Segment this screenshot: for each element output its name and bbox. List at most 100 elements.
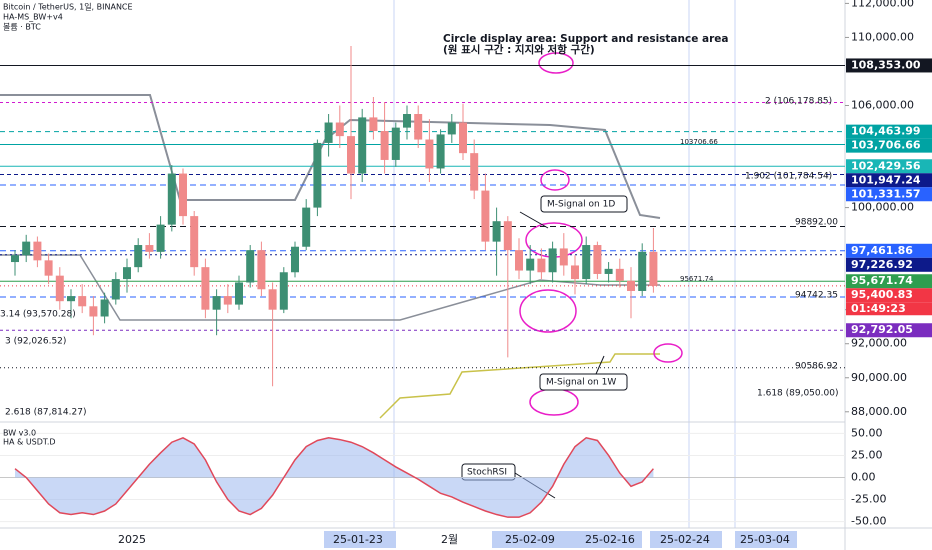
candle-body [503, 221, 512, 251]
annotation: 103706.66 [680, 138, 718, 146]
osc-title: BW v3.0 [3, 429, 36, 438]
y-tick-label: -25.00 [851, 493, 886, 506]
candle-body [156, 224, 165, 252]
price-box [846, 302, 932, 316]
candle-body [335, 122, 344, 137]
price-label: 104,463.99 [851, 125, 921, 138]
candle-body [302, 207, 311, 247]
candle-body [649, 251, 658, 286]
price-box [846, 288, 932, 303]
price-label: 101,331.57 [851, 187, 921, 200]
price-label: 108,353.00 [851, 58, 921, 71]
annotation: (원 표시 구간 : 지지와 저항 구간) [443, 43, 595, 56]
candle-body [548, 248, 557, 273]
price-label: 102,429.56 [851, 159, 921, 172]
candle-body [134, 245, 143, 268]
candle-body [358, 117, 367, 174]
price-box [846, 323, 932, 338]
x-label: 25-01-23 [333, 533, 383, 546]
price-box [846, 173, 932, 188]
candle-body [380, 131, 389, 160]
price-label: 97,226.92 [851, 258, 913, 271]
candle-body [167, 173, 176, 225]
texts: Bitcoin / TetherUS, 1일, BINANCE HA-MS_BW… [0, 3, 838, 547]
annotation: 94742.35 [795, 291, 838, 301]
candle-body [313, 142, 322, 208]
date-highlight [650, 531, 722, 548]
candle-body [212, 296, 221, 310]
price-box [846, 58, 932, 73]
y-tick-label: -50.00 [851, 515, 886, 528]
callout-box [540, 195, 628, 213]
candle-body [425, 139, 434, 169]
price-label: 92,792.05 [851, 323, 913, 336]
annotation: 1.902 (101,784.54) [745, 172, 832, 182]
osc-subtitle: HA & USDT.D [3, 438, 56, 447]
x-label: 25-02-09 [505, 533, 555, 546]
price-label: 103,706.66 [851, 139, 921, 152]
y-tick-label: 112,000.00 [851, 0, 914, 9]
candle-body [33, 241, 42, 261]
x-label: 25-02-16 [585, 533, 635, 546]
annotation: 95671.74 [680, 275, 714, 283]
candle-body [559, 248, 568, 266]
candle-body [391, 127, 400, 160]
circle [540, 169, 570, 191]
annotation: 3 (92,026.52) [5, 337, 66, 347]
candle-body [515, 250, 523, 271]
x-label: 2025 [118, 533, 146, 546]
candle-body [89, 306, 98, 317]
candle-body [526, 258, 535, 271]
candle-body [55, 275, 64, 302]
volume-label: 볼륨 · BTC [3, 22, 41, 32]
candle-body [279, 272, 288, 310]
y-tick-label: 100,000.00 [851, 201, 914, 214]
candle-body [436, 134, 445, 169]
candle-body [582, 245, 591, 280]
countdown: 01:49:23 [851, 302, 906, 315]
candle-body [481, 190, 490, 242]
m-signal-1w [379, 353, 660, 419]
callout-arrow [595, 355, 605, 375]
candle-body [627, 280, 635, 291]
candle-body [111, 279, 120, 300]
candle-body [223, 296, 232, 305]
candle-body [615, 268, 624, 281]
price-label: 95,671.74 [851, 274, 913, 287]
y-tick-label: 0.00 [851, 471, 876, 484]
circle [538, 52, 574, 74]
price-label: 97,461.86 [851, 244, 913, 257]
price-box [846, 159, 932, 174]
oscillator-area [15, 437, 654, 518]
candle-body [492, 221, 501, 242]
candle-body [414, 114, 423, 140]
candle-body [604, 268, 613, 274]
candle-body [537, 258, 546, 273]
candle-body [638, 251, 647, 291]
indicator: HA-MS_BW+v4 [3, 13, 63, 22]
candle-body [235, 282, 243, 305]
candle-body [67, 296, 75, 302]
y-tick-label: 50.00 [851, 426, 883, 439]
marks: 112,000.00 110,000.00 106,000.00 100,000.00… [0, 0, 932, 528]
y-tick-label: 92,000.00 [851, 337, 907, 350]
candle-body [571, 265, 579, 280]
y-tick-label: 110,000.00 [851, 30, 914, 43]
candle-body [593, 245, 602, 274]
callout: StochRSI [467, 468, 507, 478]
candle-body [78, 296, 87, 307]
price-box [846, 138, 932, 153]
price-box [846, 257, 932, 272]
callout-box [539, 373, 628, 391]
candle-body [22, 241, 31, 256]
candle-body [145, 245, 154, 252]
candle-body [369, 117, 378, 132]
callout: M-Signal on 1D [547, 200, 615, 210]
candle-body [324, 122, 333, 143]
symbol: Bitcoin / TetherUS, 1일, BINANCE [3, 3, 133, 12]
circle [519, 289, 577, 333]
candle-body [459, 122, 467, 154]
callout-arrow [519, 211, 549, 229]
